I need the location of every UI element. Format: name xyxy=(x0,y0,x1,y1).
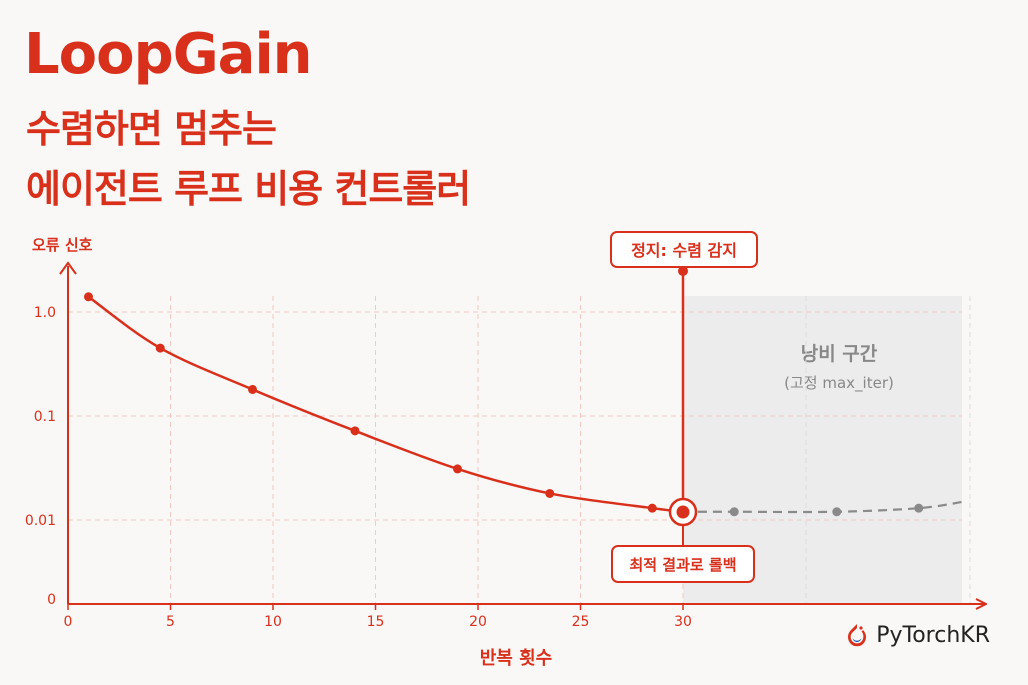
x-tick-label: 20 xyxy=(469,614,487,630)
brand-name: PyTorchKR xyxy=(876,622,990,648)
x-tick-label: 15 xyxy=(367,614,385,630)
convergence-point xyxy=(248,384,257,394)
convergence-series-line xyxy=(87,295,684,514)
fixed-iteration-point xyxy=(729,507,739,517)
convergence-point xyxy=(647,503,657,513)
subtitle-line-1: 수렴하면 멈추는 xyxy=(26,107,277,151)
convergence-point xyxy=(453,464,462,474)
y-tick-label: 0 xyxy=(47,592,56,608)
fixed-iteration-point xyxy=(914,503,924,513)
pytorch-flame-icon xyxy=(848,624,867,647)
x-axis-label: 반복 횟수 xyxy=(480,648,553,669)
y-tick-label: 0.01 xyxy=(25,513,56,529)
subtitle-line-2: 에이전트 루프 비용 컨트롤러 xyxy=(26,167,471,211)
convergence-point xyxy=(545,488,555,498)
series-points xyxy=(84,292,924,517)
rollback-callout-text: 최적 결과로 롤백 xyxy=(629,556,736,574)
stop-marker-top-dot xyxy=(678,266,688,276)
y-tick-label: 1.0 xyxy=(34,305,56,321)
x-tick-label: 10 xyxy=(264,614,282,630)
x-tick-label: 5 xyxy=(166,614,175,630)
brand-logo: PyTorchKR xyxy=(844,622,990,648)
convergence-point xyxy=(350,426,360,436)
stop-callout-text: 정지: 수렴 감지 xyxy=(631,241,737,260)
x-tick-label: 30 xyxy=(674,614,692,630)
x-tick-label: 25 xyxy=(572,614,590,630)
convergence-point xyxy=(84,292,93,302)
x-tick-label: 0 xyxy=(64,614,73,630)
y-axis-label: 오류 신호 xyxy=(32,236,93,254)
app-title: LoopGain xyxy=(24,22,313,87)
waste-region-title: 낭비 구간 xyxy=(801,343,878,365)
fixed-iteration-point xyxy=(832,507,842,517)
rollback-callout-box xyxy=(611,545,755,583)
y-tick-label: 0.1 xyxy=(34,409,56,425)
waste-region-subtitle: (고정 max_iter) xyxy=(784,374,894,393)
y-axis-arrow xyxy=(59,261,77,275)
convergence-point xyxy=(155,343,165,353)
axis-ticks: 0 5 10 15 20 25 30 0 0.01 0.1 1.0 xyxy=(25,305,692,630)
stop-point xyxy=(676,505,690,519)
stop-callout-box xyxy=(610,231,758,268)
